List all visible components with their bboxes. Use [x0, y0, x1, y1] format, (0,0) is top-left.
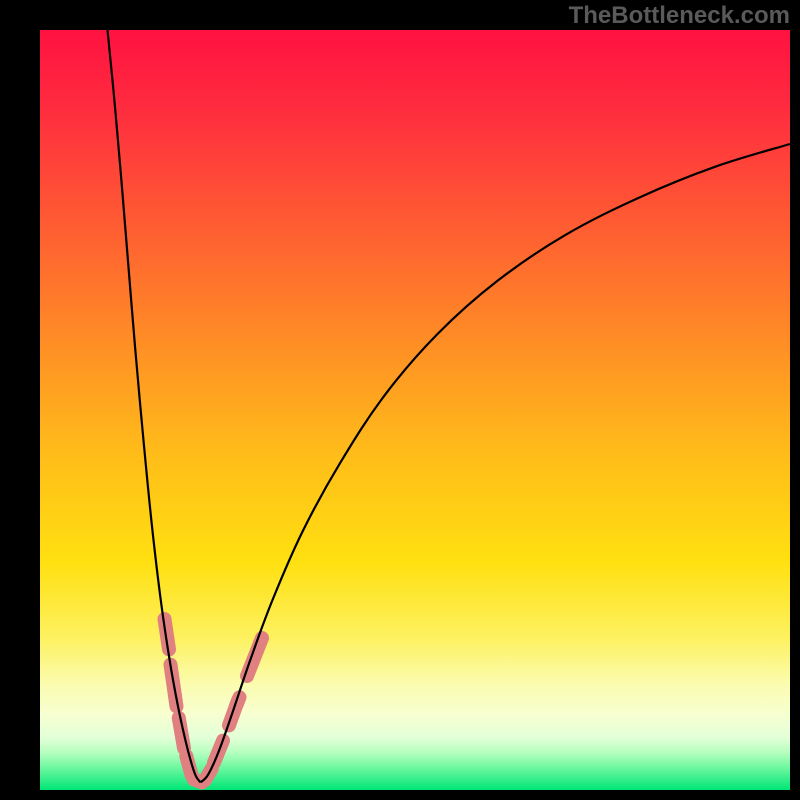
- chart-stage: TheBottleneck.com: [0, 0, 800, 800]
- gradient-background: [40, 30, 790, 790]
- watermark-text: TheBottleneck.com: [569, 2, 790, 30]
